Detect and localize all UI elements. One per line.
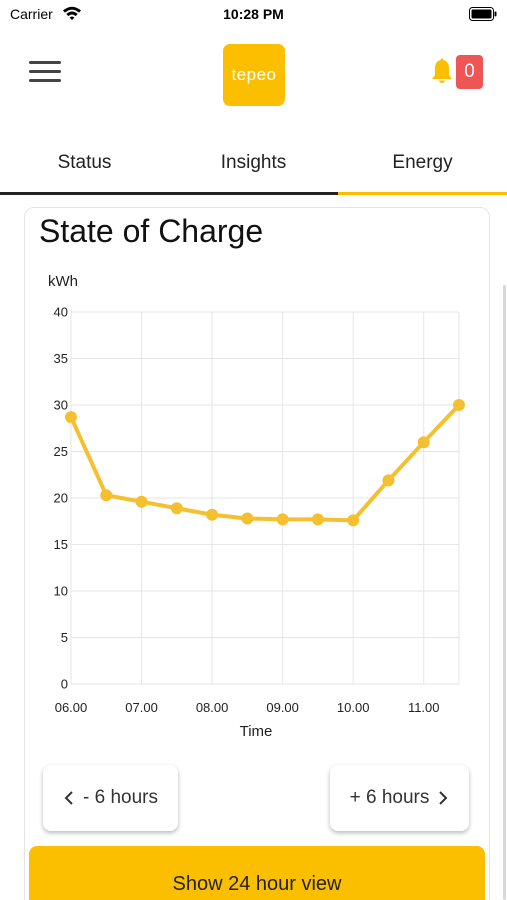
x-tick-label: 08.00 [196,700,229,715]
tab-bar: Status Insights Energy [0,140,507,196]
previous-6-hours-label: - 6 hours [83,787,158,808]
wifi-icon [63,6,81,20]
data-point [417,436,430,449]
tab-underline [0,192,338,195]
chevron-right-icon [439,791,448,805]
y-tick-label: 35 [54,351,68,366]
tab-status[interactable]: Status [57,152,112,173]
data-point [382,474,395,487]
status-bar: Carrier 10:28 PM [0,0,507,30]
y-tick-label: 40 [54,305,68,320]
show-24-hour-view-button[interactable]: Show 24 hour view [29,846,485,900]
notification-count: 0 [464,61,475,82]
tepeo-logo: tepeo [223,44,285,106]
tab-insights[interactable]: Insights [220,152,287,173]
carrier-label: Carrier [10,6,53,22]
x-tick-labels: 06.00 07.00 08.00 09.00 10.00 11.00 [55,700,440,715]
clock: 10:28 PM [223,6,284,22]
data-point [100,489,113,502]
previous-6-hours-button[interactable]: - 6 hours [43,765,178,831]
tab-active-indicator [338,192,507,195]
bell-icon[interactable] [429,58,455,86]
x-tick-label: 06.00 [55,700,88,715]
y-tick-label: 5 [61,630,68,645]
x-tick-label: 09.00 [266,700,299,715]
x-axis-label: Time [240,723,273,740]
y-tick-label: 30 [54,398,68,413]
data-point [206,508,219,521]
hamburger-icon [29,61,61,64]
y-tick-label: 20 [54,491,68,506]
card-title: State of Charge [39,213,264,249]
next-6-hours-label: + 6 hours [349,787,430,808]
series-group [65,399,465,527]
y-tick-labels: 0 5 10 15 20 25 30 35 40 [54,305,68,692]
data-point [135,495,148,508]
data-point [276,513,289,526]
scroll-indicator[interactable] [503,285,506,900]
y-tick-label: 25 [54,444,68,459]
x-tick-label: 11.00 [408,700,440,715]
data-point [65,411,77,424]
tab-energy[interactable]: Energy [392,152,453,173]
state-of-charge-chart: kWh Time 0 5 10 15 20 25 30 35 40 06.00 07.00 08.0… [48,273,465,740]
data-point [311,513,324,526]
menu-button[interactable] [27,59,63,85]
data-point [347,514,360,527]
notification-badge[interactable]: 0 [456,55,483,89]
x-tick-label: 10.00 [337,700,370,715]
show-24-hour-view-label: Show 24 hour view [172,873,342,895]
chevron-left-icon [64,791,73,805]
y-axis-label: kWh [48,273,78,290]
data-point [453,399,465,411]
y-tick-label: 15 [54,537,68,552]
series-line [69,403,461,523]
data-point [241,512,254,525]
x-tick-label: 07.00 [125,700,158,715]
next-6-hours-button[interactable]: + 6 hours [330,765,469,831]
logo-text: tepeo [231,65,277,84]
data-point [170,502,183,515]
chart-grid [70,311,460,685]
y-tick-label: 0 [61,677,68,692]
battery-icon [469,7,497,21]
y-tick-label: 10 [54,584,68,599]
